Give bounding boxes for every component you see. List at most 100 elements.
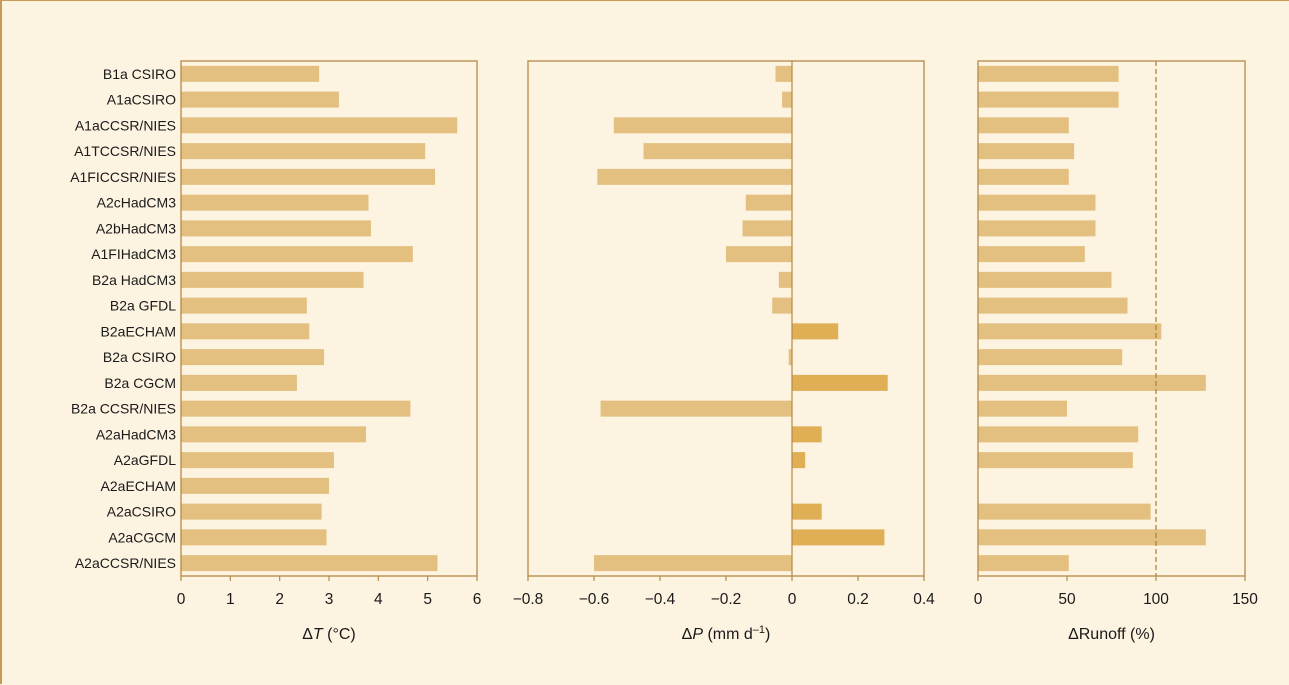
tick-label: 4 [374, 591, 383, 608]
tick-label: 6 [473, 591, 482, 608]
category-label: B2a CSIRO [103, 349, 176, 365]
bar [181, 400, 411, 417]
bar [181, 374, 297, 391]
bar [613, 117, 792, 134]
plot-frame [180, 60, 478, 577]
category-label: B2a HadCM3 [92, 272, 176, 288]
bar [978, 426, 1139, 443]
axis-title-close: ) [765, 626, 770, 643]
bar [792, 503, 822, 520]
axis-title-unit: (%) [1126, 626, 1155, 643]
bar [181, 555, 438, 572]
bar [181, 246, 413, 263]
plot-frame [977, 60, 1246, 577]
category-label: A1aCCSR/NIES [75, 117, 176, 133]
bar [726, 246, 792, 263]
bar [978, 194, 1096, 211]
axis-title-variable: P [692, 626, 703, 643]
bar [181, 194, 369, 211]
category-label: A2aHadCM3 [96, 426, 176, 442]
bar [181, 503, 322, 520]
bar [181, 529, 327, 546]
bar [600, 400, 792, 417]
axis-title: ΔP (mm d–1) [682, 624, 771, 643]
tick-label: −0.6 [579, 591, 610, 608]
axis-title: ΔRunoff (%) [1068, 626, 1155, 643]
bar [792, 374, 888, 391]
bar [745, 194, 792, 211]
category-label: A1aCSIRO [107, 92, 176, 108]
axis-title-superscript: –1 [753, 624, 765, 636]
bar [978, 400, 1067, 417]
tick-label: 5 [423, 591, 432, 608]
category-label: A2bHadCM3 [96, 220, 176, 236]
bar [772, 297, 792, 314]
axis-title-prefix: Δ [302, 626, 313, 643]
bar [181, 297, 307, 314]
bar [978, 374, 1206, 391]
bar [978, 246, 1085, 263]
bar [181, 477, 329, 494]
tick-label: 1 [226, 591, 235, 608]
bar [181, 91, 339, 108]
category-label: A1FICCSR/NIES [70, 169, 176, 185]
tick-label: 3 [325, 591, 334, 608]
axis-title-unit: (mm d [703, 626, 753, 643]
bar [181, 271, 364, 288]
bar [978, 297, 1128, 314]
tick-label: 0 [974, 591, 983, 608]
bar [778, 271, 792, 288]
axis-title-prefix: Δ [682, 626, 693, 643]
bar [181, 452, 334, 469]
bar [181, 426, 366, 443]
category-label: B1a CSIRO [103, 66, 176, 82]
bar [978, 168, 1069, 185]
bar [181, 220, 371, 237]
plot-frame [527, 60, 925, 577]
bar [594, 555, 792, 572]
bar [775, 65, 792, 82]
category-label: B2a CCSR/NIES [71, 401, 176, 417]
tick-label: 0.2 [847, 591, 869, 608]
bar [978, 220, 1096, 237]
axis-title-unit: (°C) [323, 626, 356, 643]
bar [978, 452, 1133, 469]
category-label: A2aCCSR/NIES [75, 555, 176, 571]
tick-label: −0.8 [513, 591, 544, 608]
bar [181, 65, 320, 82]
category-label: B2a CGCM [104, 375, 176, 391]
category-label: A1TCCSR/NIES [74, 143, 176, 159]
bar [643, 143, 792, 160]
category-label: A2aCGCM [108, 529, 176, 545]
axis-title-variable: T [313, 626, 324, 643]
tick-label: 0.4 [913, 591, 935, 608]
bar [782, 91, 792, 108]
bar [978, 117, 1069, 134]
axis-title-variable: Runoff [1079, 626, 1126, 643]
tick-label: −0.2 [711, 591, 742, 608]
bar [181, 349, 325, 366]
bar [788, 349, 792, 366]
tick-label: −0.4 [645, 591, 676, 608]
axis-title-prefix: Δ [1068, 626, 1079, 643]
category-label: A2cHadCM3 [97, 195, 177, 211]
tick-label: 0 [788, 591, 797, 608]
axis-title: ΔT (°C) [302, 626, 356, 643]
tick-label: 100 [1143, 591, 1169, 608]
bar [978, 349, 1123, 366]
category-label: A2aGFDL [114, 452, 176, 468]
tick-label: 0 [177, 591, 186, 608]
bar [978, 271, 1112, 288]
tick-label: 50 [1058, 591, 1076, 608]
bar [597, 168, 792, 185]
bar [181, 143, 426, 160]
category-label: A2aCSIRO [107, 504, 176, 520]
bar [978, 323, 1162, 340]
bar [978, 529, 1206, 546]
category-label: A2aECHAM [101, 478, 176, 494]
bar [181, 117, 458, 134]
bar [978, 91, 1119, 108]
bar [792, 426, 822, 443]
tick-label: 150 [1232, 591, 1258, 608]
